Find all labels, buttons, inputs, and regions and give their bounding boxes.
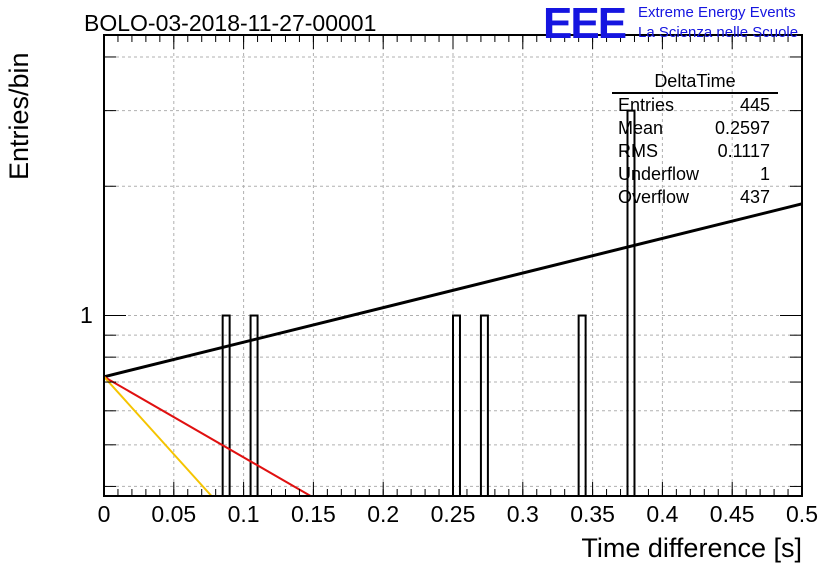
stats-value: 0.2597 bbox=[714, 118, 770, 138]
org-line-1: Extreme Energy Events bbox=[638, 4, 796, 21]
stats-row-overflow: Overflow 437 bbox=[612, 186, 778, 209]
stats-label: Overflow bbox=[618, 187, 690, 207]
x-tick-label: 0.4 bbox=[646, 501, 679, 527]
histogram-bin bbox=[577, 314, 587, 498]
x-tick-label: 0.15 bbox=[291, 501, 336, 527]
histogram-bin bbox=[452, 314, 461, 498]
x-tick-label: 0.1 bbox=[227, 501, 260, 527]
histogram-bins bbox=[221, 109, 636, 498]
x-axis-label: Time difference [s] bbox=[581, 533, 802, 563]
x-tick-label: 0.05 bbox=[151, 501, 197, 527]
histogram-bin bbox=[479, 314, 489, 498]
stats-row-underflow: Underflow 1 bbox=[612, 163, 778, 186]
stats-value: 0.1117 bbox=[717, 141, 770, 161]
x-tick-label: 0.35 bbox=[570, 501, 615, 527]
x-tick-label: 0.2 bbox=[367, 501, 400, 527]
stats-box: DeltaTime Entries 445 Mean 0.2597 RMS 0.… bbox=[612, 70, 778, 209]
stats-row-rms: RMS 0.1117 bbox=[612, 140, 778, 163]
eee-logo: EEE bbox=[543, 0, 627, 48]
x-tick-label: 0 bbox=[97, 501, 111, 527]
y-tick-label: 1 bbox=[80, 301, 93, 328]
fit-lines bbox=[103, 202, 803, 497]
organization-name: Extreme Energy Events La Scienza nelle S… bbox=[638, 3, 798, 43]
histogram-bin bbox=[221, 314, 231, 498]
stats-label: Mean bbox=[618, 118, 664, 138]
stats-row-entries: Entries 445 bbox=[612, 94, 778, 117]
axis-ticks bbox=[103, 35, 803, 496]
stats-label: RMS bbox=[618, 141, 658, 161]
x-tick-label: 0.3 bbox=[506, 501, 539, 527]
x-tick-label: 0.25 bbox=[430, 501, 476, 527]
stats-label: Underflow bbox=[618, 164, 700, 184]
fit-line bbox=[103, 375, 312, 497]
org-line-2: La Scienza nelle Scuole bbox=[638, 24, 799, 41]
fit-line bbox=[103, 202, 803, 379]
stats-label: Entries bbox=[618, 95, 675, 115]
y-axis-label: Entries/bin bbox=[4, 52, 34, 180]
stats-value: 445 bbox=[739, 95, 770, 115]
run-title: BOLO-03-2018-11-27-00001 bbox=[84, 10, 377, 36]
histogram-bin bbox=[249, 314, 259, 498]
stats-title: DeltaTime bbox=[612, 70, 778, 94]
fit-line bbox=[103, 376, 213, 497]
x-tick-label: 0.5 bbox=[786, 501, 818, 527]
stats-value: 437 bbox=[739, 187, 770, 207]
x-tick-label: 0.45 bbox=[709, 501, 755, 527]
stats-value: 1 bbox=[759, 164, 770, 184]
stats-row-mean: Mean 0.2597 bbox=[612, 117, 778, 140]
